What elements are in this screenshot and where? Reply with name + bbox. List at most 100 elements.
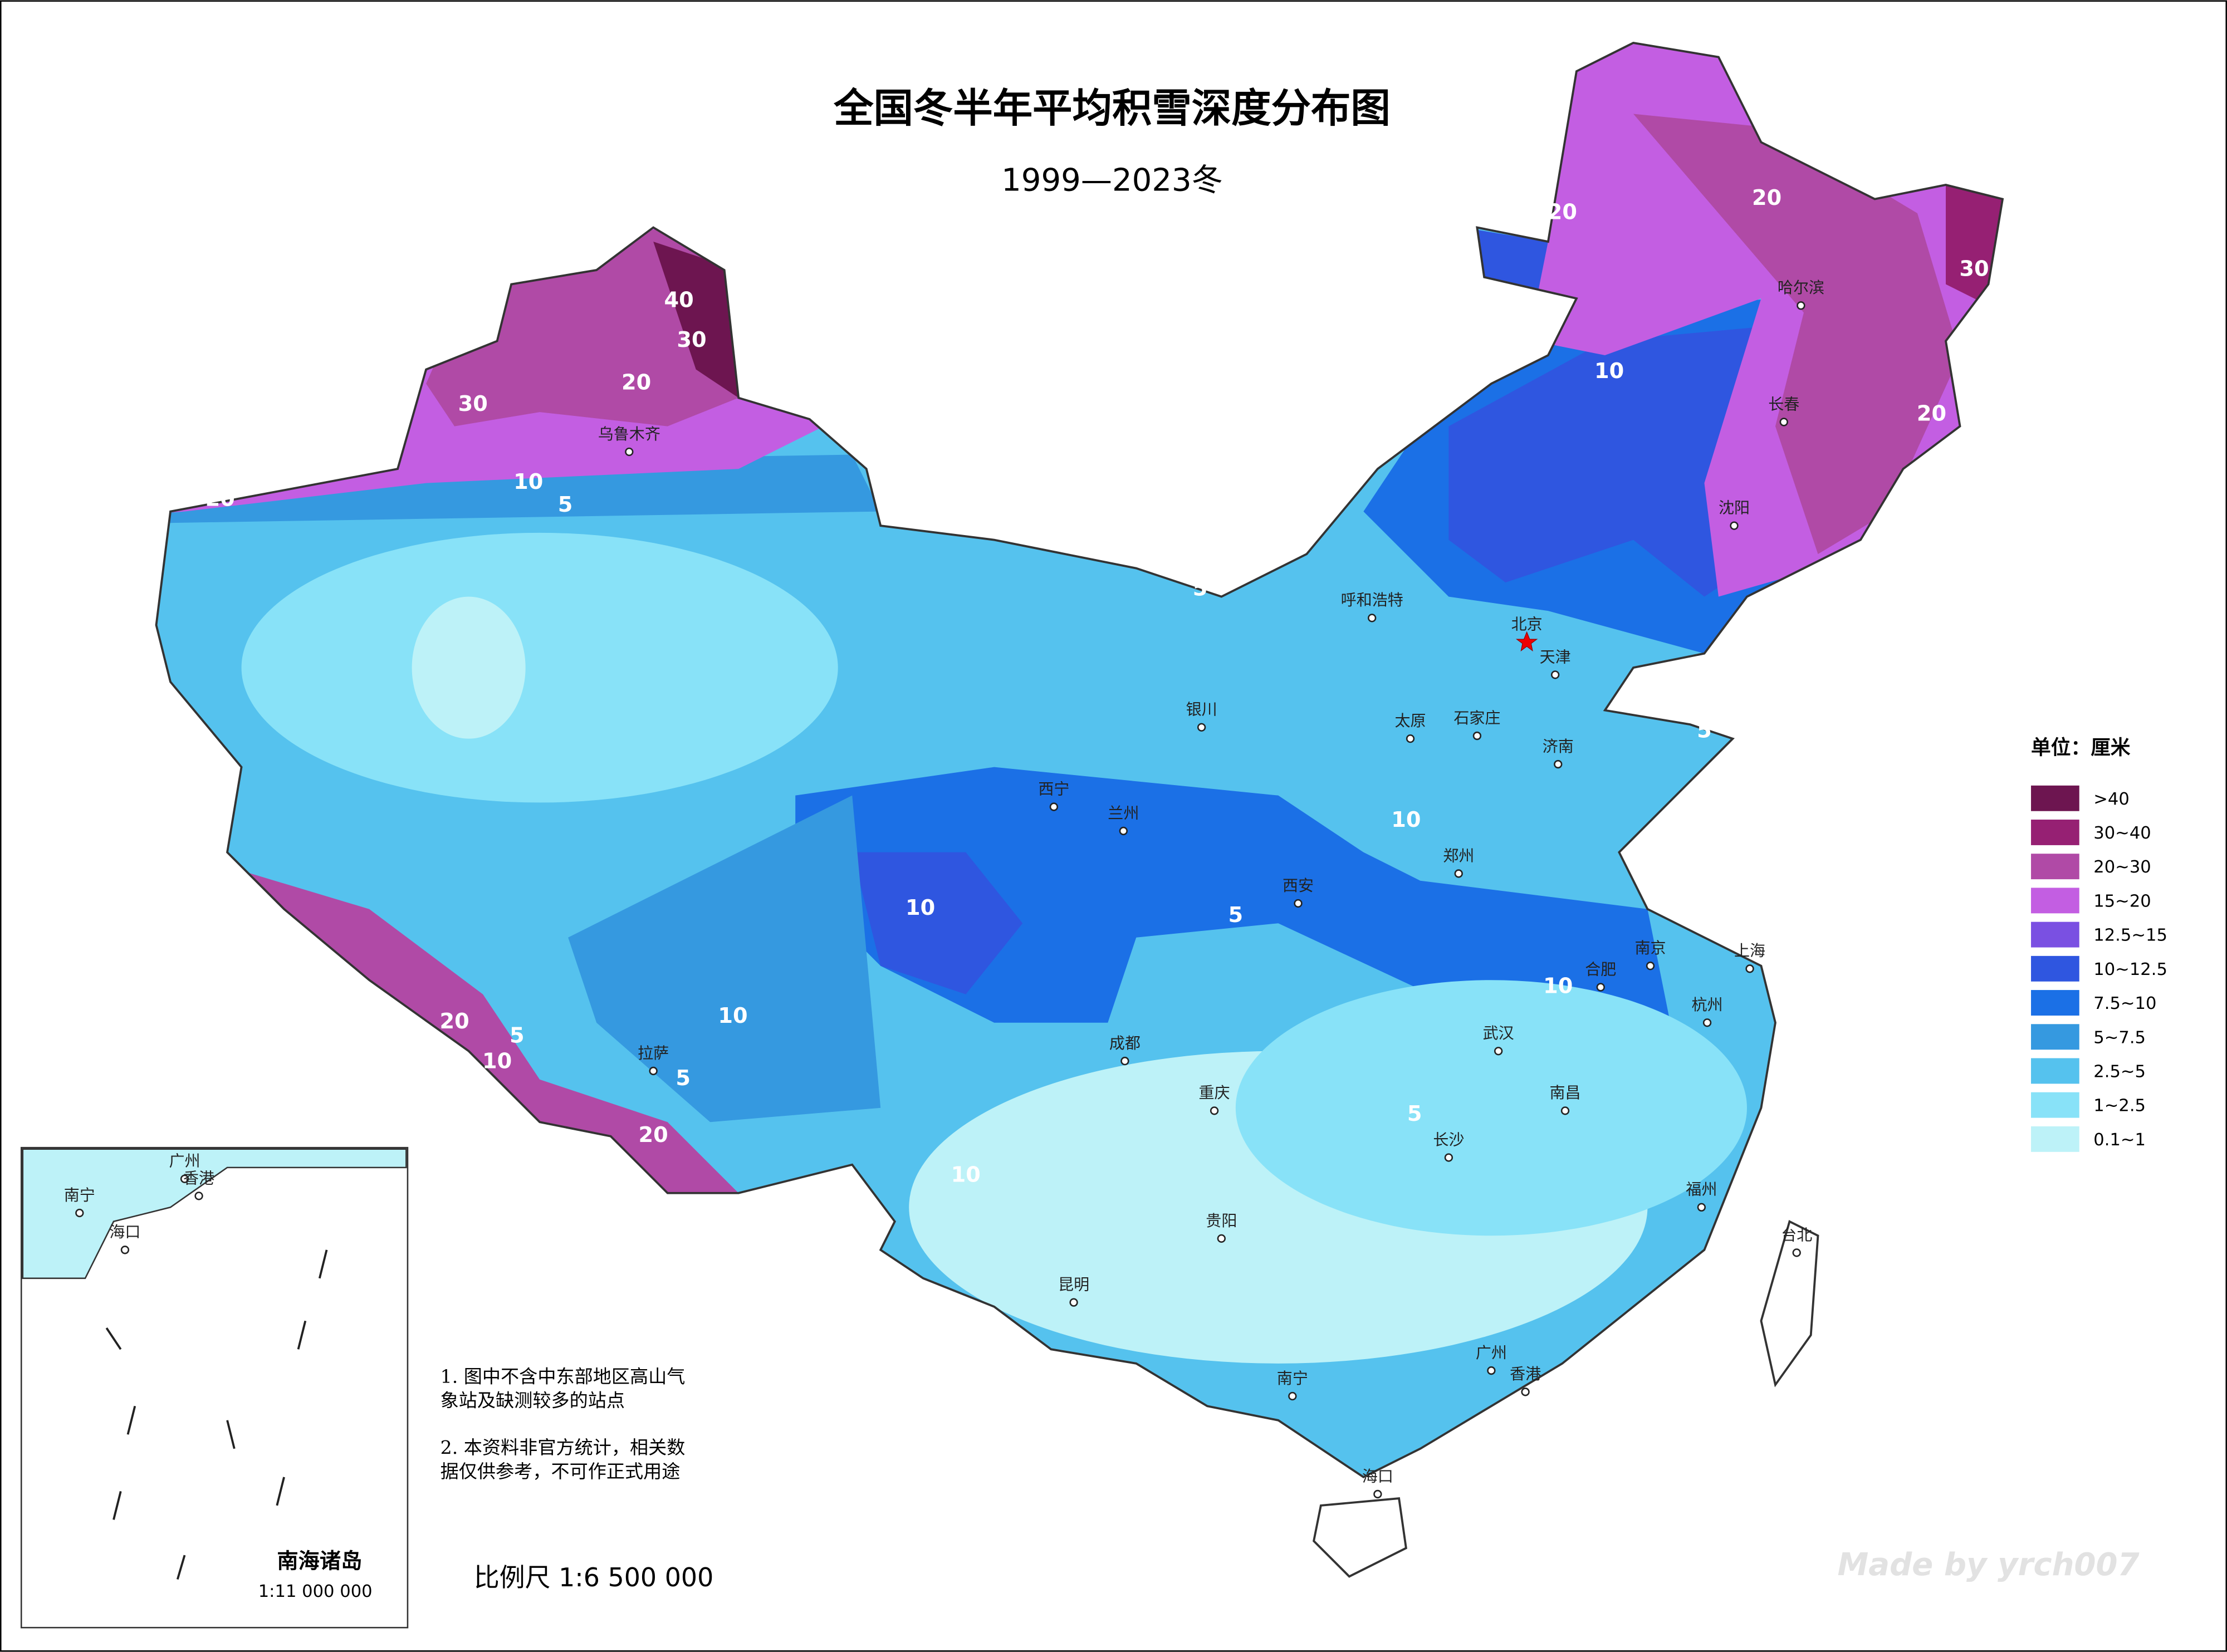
legend-swatch: [2031, 1058, 2079, 1084]
city-label: 台北: [1781, 1225, 1812, 1244]
contour-label: 20: [440, 1009, 469, 1034]
legend-label: 20~30: [2093, 857, 2151, 877]
city-label: 银川: [1186, 700, 1217, 719]
city-label: 香港: [183, 1169, 214, 1187]
legend-title: 单位：厘米: [2031, 737, 2131, 759]
note-line: 2. 本资料非官方统计，相关数: [440, 1437, 686, 1458]
legend-label: 7.5~10: [2093, 994, 2156, 1013]
city-dot: [1444, 1153, 1453, 1162]
contour-label: 40: [1971, 171, 2000, 197]
city-dot: [649, 1066, 658, 1076]
city-label: 福州: [1686, 1180, 1717, 1199]
city-label: 昆明: [1058, 1276, 1089, 1294]
legend-swatch: [2031, 990, 2079, 1016]
contour-label: 10: [1594, 359, 1624, 384]
city-dot: [75, 1208, 84, 1218]
contour-labels: 4030203010520520201040302010102030401055…: [205, 171, 2000, 1188]
city-dot: [1792, 1248, 1801, 1257]
watermark: Made by yrch007: [1837, 1547, 2139, 1583]
boundary-dash: [105, 1327, 122, 1350]
city-label: 广州: [1476, 1344, 1507, 1362]
city-label: 南京: [1634, 939, 1666, 957]
legend-label: 1~2.5: [2093, 1096, 2146, 1116]
contour-label: 20: [205, 487, 235, 512]
city-dot: [1797, 301, 1805, 310]
contour-label: 5: [510, 1023, 525, 1048]
city-label: 拉萨: [638, 1044, 669, 1062]
city-label: 贵阳: [1206, 1212, 1237, 1230]
zone: [653, 242, 739, 398]
legend-swatch: [2031, 820, 2079, 845]
contour-label: 30: [677, 327, 706, 352]
legend-label: 30~40: [2093, 823, 2151, 843]
city-label: 长沙: [1433, 1130, 1464, 1149]
city-dot: [194, 1192, 203, 1200]
legend-swatch: [2031, 921, 2079, 948]
legend-label: 15~20: [2093, 891, 2151, 911]
legend-label: 0.1~1: [2093, 1130, 2146, 1150]
city-dot: [180, 1174, 189, 1183]
city-dot: [1779, 418, 1788, 427]
city-dot: [1560, 1106, 1570, 1115]
city-dot: [1646, 962, 1655, 970]
contour-label: 5: [558, 492, 573, 517]
legend: >40 30~40 20~30 15~20 12.5~15 10~12.5 7.5~10 5~…: [2031, 785, 2167, 1152]
city-dot: [1368, 614, 1377, 622]
zone: [227, 866, 739, 1193]
zone: [795, 767, 1676, 1051]
capital-star: [1515, 631, 1538, 652]
note-line: 象站及缺测较多的站点: [440, 1390, 625, 1411]
contour-label: 10: [718, 1003, 747, 1028]
city-label: 重庆: [1199, 1084, 1230, 1102]
contour-label: 40: [434, 1077, 463, 1102]
city-label: 长春: [1768, 395, 1799, 413]
city-dot: [1494, 1047, 1503, 1056]
city-label: 沈阳: [1719, 498, 1750, 517]
legend-swatch: [2031, 955, 2079, 982]
legend-swatch: [2031, 1092, 2079, 1118]
boundary-dash: [176, 1555, 186, 1580]
city-dot: [1551, 670, 1560, 679]
city-label: 武汉: [1483, 1024, 1514, 1042]
city-dot: [1119, 826, 1128, 836]
contour-label: 10: [1543, 973, 1573, 998]
contour-label: 30: [400, 1023, 429, 1048]
city-dot: [1521, 1388, 1530, 1396]
legend-swatch: [2031, 1024, 2079, 1050]
city-label: 南昌: [1549, 1084, 1580, 1102]
city-dot: [1049, 802, 1059, 811]
city-dot: [1472, 731, 1482, 741]
island: [1313, 1497, 1407, 1578]
contour-label: 5: [1193, 576, 1208, 601]
boundary-dash: [112, 1491, 122, 1520]
city-dot: [1373, 1489, 1382, 1499]
legend-label: 2.5~5: [2093, 1062, 2146, 1081]
city-label: 南宁: [64, 1186, 95, 1204]
contour-label: 20: [1917, 401, 1946, 427]
contour-label: 20: [639, 1122, 668, 1148]
boundary-dash: [297, 1320, 307, 1350]
city-label: 济南: [1543, 737, 1574, 756]
zone: [1633, 114, 1960, 555]
city-dot: [1745, 964, 1754, 973]
city-dot: [1294, 899, 1303, 908]
city-label: 合肥: [1585, 960, 1616, 978]
contour-label: 10: [906, 895, 935, 920]
contour-label: 30: [1959, 257, 1989, 282]
city-dot: [1554, 759, 1563, 769]
city-label: 海口: [1362, 1467, 1393, 1486]
scale: 比例尺 1:6 500 000: [474, 1562, 713, 1592]
city-label: 天津: [1540, 648, 1571, 666]
city-dot: [1487, 1366, 1496, 1375]
subtitle: 1999—2023冬: [1001, 163, 1223, 199]
city-dot: [1197, 723, 1206, 732]
contour-label: 5: [676, 1066, 691, 1091]
boundary-dash: [126, 1405, 136, 1435]
legend-label: 10~12.5: [2093, 960, 2167, 979]
city-label: 郑州: [1443, 846, 1474, 865]
